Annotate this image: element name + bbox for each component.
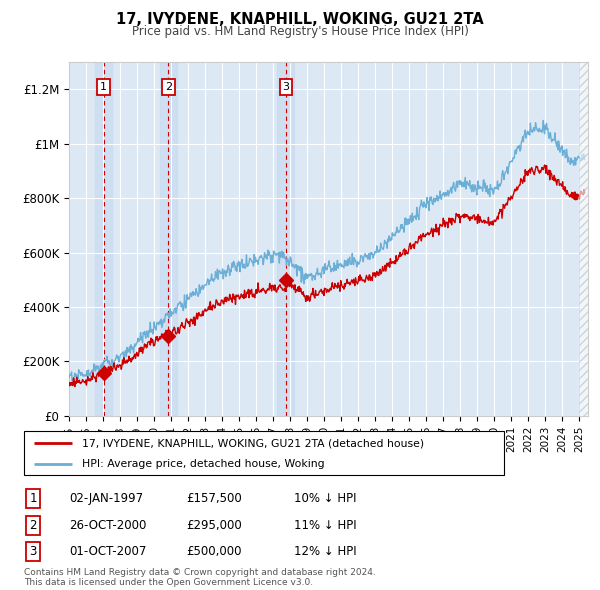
Text: 1: 1 — [29, 492, 37, 505]
Text: 2: 2 — [29, 519, 37, 532]
Bar — [95, 62, 112, 416]
Text: Contains HM Land Registry data © Crown copyright and database right 2024.: Contains HM Land Registry data © Crown c… — [24, 568, 376, 577]
Text: 1: 1 — [100, 82, 107, 91]
Text: 10% ↓ HPI: 10% ↓ HPI — [294, 492, 356, 505]
Text: 11% ↓ HPI: 11% ↓ HPI — [294, 519, 356, 532]
Text: £157,500: £157,500 — [186, 492, 242, 505]
Bar — [277, 62, 295, 416]
Text: 17, IVYDENE, KNAPHILL, WOKING, GU21 2TA: 17, IVYDENE, KNAPHILL, WOKING, GU21 2TA — [116, 12, 484, 27]
Text: 3: 3 — [283, 82, 289, 91]
Text: 2: 2 — [164, 82, 172, 91]
Text: Price paid vs. HM Land Registry's House Price Index (HPI): Price paid vs. HM Land Registry's House … — [131, 25, 469, 38]
Text: 12% ↓ HPI: 12% ↓ HPI — [294, 545, 356, 558]
Text: HPI: Average price, detached house, Woking: HPI: Average price, detached house, Woki… — [82, 459, 324, 469]
Text: 26-OCT-2000: 26-OCT-2000 — [69, 519, 146, 532]
Text: 17, IVYDENE, KNAPHILL, WOKING, GU21 2TA (detached house): 17, IVYDENE, KNAPHILL, WOKING, GU21 2TA … — [82, 438, 424, 448]
Text: 3: 3 — [29, 545, 37, 558]
Text: £500,000: £500,000 — [186, 545, 241, 558]
Text: This data is licensed under the Open Government Licence v3.0.: This data is licensed under the Open Gov… — [24, 578, 313, 587]
Bar — [580, 62, 588, 416]
Bar — [160, 62, 177, 416]
Text: 02-JAN-1997: 02-JAN-1997 — [69, 492, 143, 505]
Text: £295,000: £295,000 — [186, 519, 242, 532]
FancyBboxPatch shape — [24, 431, 504, 475]
Text: 01-OCT-2007: 01-OCT-2007 — [69, 545, 146, 558]
